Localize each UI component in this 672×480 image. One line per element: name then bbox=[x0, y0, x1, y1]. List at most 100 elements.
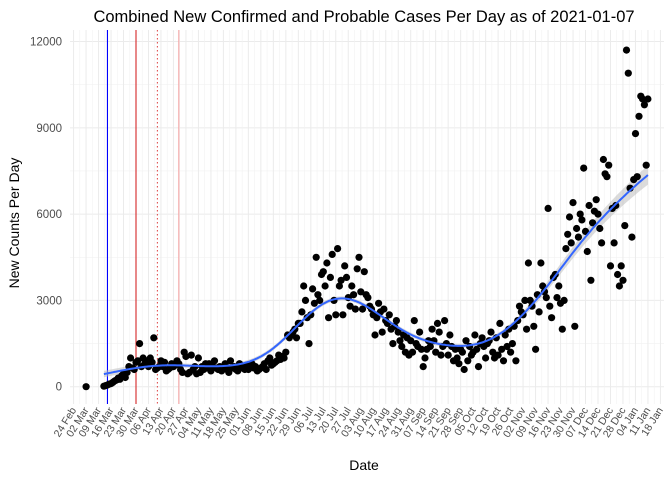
data-point bbox=[360, 268, 368, 276]
data-point bbox=[542, 294, 550, 302]
data-point bbox=[312, 253, 320, 261]
data-point bbox=[298, 308, 306, 316]
data-point bbox=[453, 354, 461, 362]
chart-title: Combined New Confirmed and Probable Case… bbox=[93, 8, 634, 26]
data-point bbox=[535, 308, 543, 316]
data-point bbox=[437, 351, 445, 359]
data-point bbox=[548, 314, 556, 322]
data-point bbox=[621, 222, 629, 230]
smooth-line bbox=[103, 174, 649, 376]
data-point bbox=[300, 282, 308, 290]
data-point bbox=[464, 357, 472, 365]
y-axis-title: New Counts Per Day bbox=[6, 158, 22, 289]
data-point bbox=[569, 199, 577, 207]
data-point bbox=[615, 282, 624, 290]
data-point bbox=[487, 328, 495, 336]
data-point bbox=[498, 345, 506, 353]
data-point bbox=[460, 365, 468, 374]
data-point bbox=[357, 288, 365, 296]
data-point bbox=[507, 348, 515, 356]
data-point bbox=[394, 328, 402, 336]
data-point bbox=[624, 69, 632, 77]
data-point bbox=[455, 360, 463, 368]
data-point bbox=[428, 325, 436, 333]
data-point bbox=[489, 348, 497, 356]
data-point bbox=[523, 325, 531, 333]
data-point bbox=[473, 345, 481, 353]
data-point bbox=[603, 173, 611, 181]
data-point bbox=[594, 210, 602, 218]
data-point bbox=[642, 161, 650, 169]
data-point bbox=[558, 325, 566, 333]
data-point bbox=[364, 294, 372, 302]
data-point bbox=[587, 276, 595, 284]
data-point bbox=[540, 288, 549, 296]
data-point bbox=[350, 291, 358, 299]
data-point bbox=[266, 354, 274, 362]
data-point bbox=[348, 282, 356, 290]
data-point bbox=[596, 224, 604, 233]
data-point bbox=[639, 95, 647, 103]
data-point bbox=[441, 317, 449, 325]
data-point bbox=[371, 331, 379, 339]
data-point bbox=[307, 311, 315, 319]
data-point bbox=[136, 340, 144, 348]
data-point bbox=[375, 299, 383, 307]
data-point bbox=[592, 196, 600, 204]
data-point bbox=[421, 354, 429, 362]
data-point bbox=[619, 276, 627, 284]
data-point bbox=[150, 334, 158, 342]
y-axis-ticks: 0 3000 6000 9000 12000 bbox=[30, 37, 62, 394]
data-point bbox=[622, 46, 631, 54]
data-point bbox=[385, 311, 393, 319]
data-point bbox=[148, 358, 156, 366]
data-point bbox=[501, 331, 509, 339]
data-point bbox=[282, 348, 290, 356]
data-point bbox=[301, 296, 310, 304]
data-point bbox=[553, 294, 561, 302]
data-point bbox=[571, 322, 579, 330]
data-point bbox=[462, 337, 470, 345]
data-point bbox=[280, 354, 288, 362]
data-point bbox=[358, 305, 367, 313]
reference-lines bbox=[106, 30, 180, 404]
data-point bbox=[515, 302, 524, 310]
data-point bbox=[332, 311, 340, 319]
data-point bbox=[314, 291, 322, 299]
data-point bbox=[562, 245, 570, 253]
data-point bbox=[328, 250, 336, 258]
data-point bbox=[544, 204, 552, 212]
data-point bbox=[316, 296, 324, 304]
data-point bbox=[574, 233, 583, 241]
data-point bbox=[633, 173, 641, 181]
data-point bbox=[578, 216, 586, 224]
data-point bbox=[478, 334, 486, 342]
data-point bbox=[432, 348, 440, 356]
data-point bbox=[494, 351, 502, 359]
data-point bbox=[605, 161, 613, 169]
data-point bbox=[499, 357, 508, 365]
y-tick-label: 0 bbox=[56, 382, 62, 394]
data-point bbox=[378, 328, 386, 336]
data-point bbox=[351, 305, 359, 313]
data-point bbox=[127, 354, 135, 362]
data-point bbox=[392, 317, 400, 325]
data-point bbox=[426, 342, 434, 351]
data-point bbox=[341, 262, 349, 270]
data-point bbox=[319, 268, 327, 276]
data-point bbox=[451, 345, 459, 353]
data-point bbox=[339, 311, 347, 319]
data-point bbox=[474, 363, 483, 371]
data-point bbox=[628, 233, 636, 241]
data-point bbox=[512, 357, 520, 365]
data-point bbox=[194, 354, 202, 362]
data-point bbox=[292, 334, 301, 342]
data-point bbox=[82, 383, 90, 391]
data-point bbox=[564, 230, 572, 238]
data-point bbox=[576, 210, 584, 218]
data-point bbox=[598, 239, 606, 247]
data-point bbox=[380, 305, 388, 313]
data-point bbox=[309, 285, 317, 293]
